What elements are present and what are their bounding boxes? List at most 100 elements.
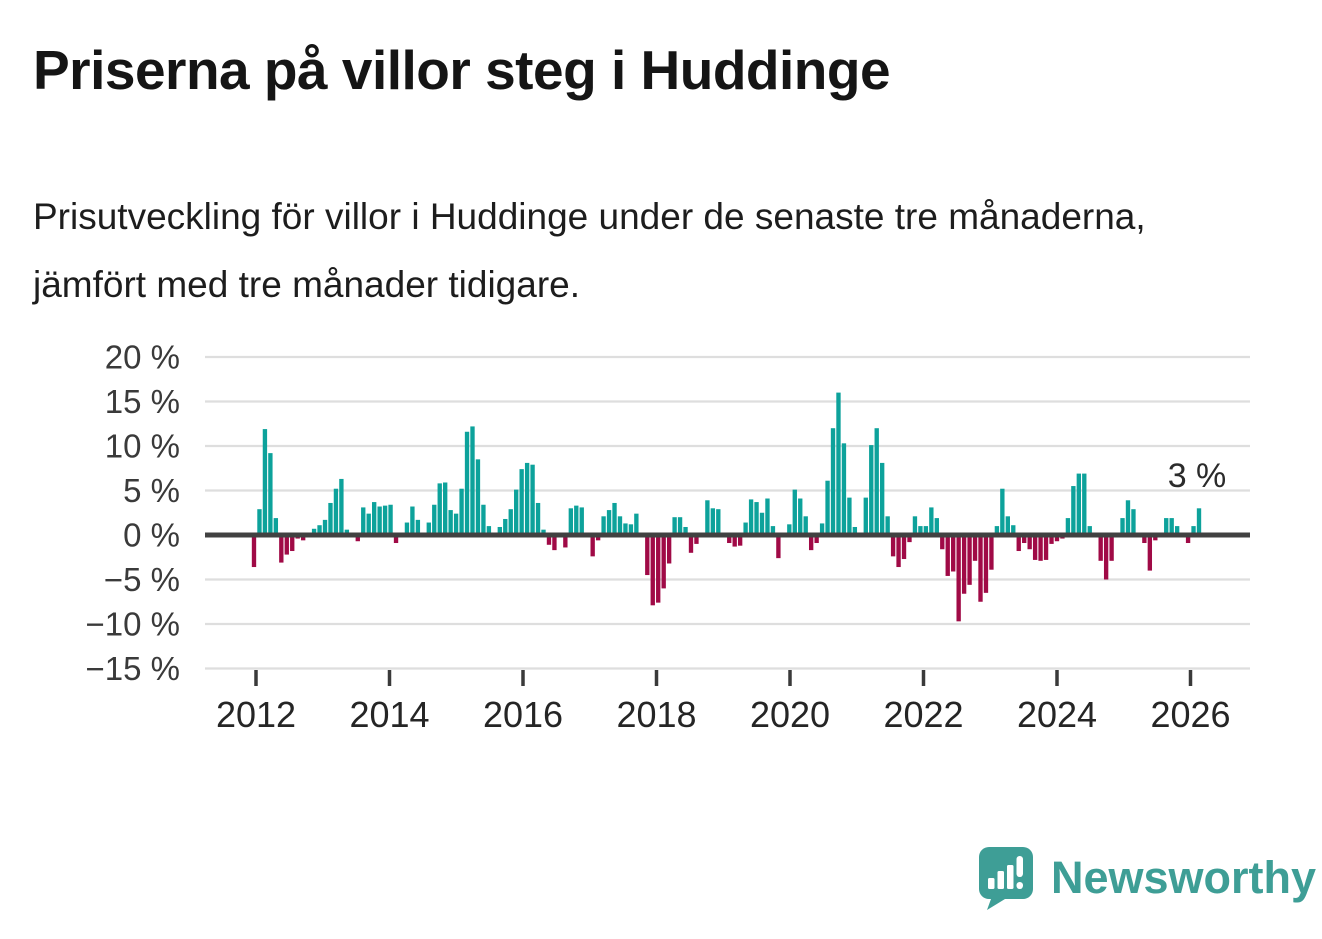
last-value-annotation: 3 % — [1168, 457, 1227, 495]
y-tick-label: 10 % — [105, 428, 180, 465]
bar — [961, 535, 967, 594]
bar — [251, 535, 257, 568]
bar — [951, 535, 956, 572]
bar — [443, 482, 448, 535]
bars-layer — [251, 392, 1202, 622]
bar — [628, 524, 634, 535]
bar — [1043, 535, 1049, 560]
bar — [972, 535, 978, 561]
bar — [1191, 526, 1196, 535]
bar — [410, 506, 415, 535]
bar — [765, 498, 770, 535]
bar — [453, 513, 459, 535]
y-tick-label: −15 % — [86, 650, 181, 687]
brand-name: Newsworthy — [1051, 852, 1317, 903]
y-tick-label: 15 % — [105, 383, 180, 420]
bar — [317, 525, 322, 535]
bar — [1082, 473, 1087, 535]
bar — [743, 522, 748, 535]
speech-bubble-shape — [979, 847, 1033, 910]
bar — [290, 535, 295, 552]
bar — [994, 526, 1000, 535]
bar — [814, 535, 819, 544]
y-tick-label: 0 % — [123, 517, 180, 554]
y-tick-label: −5 % — [104, 561, 180, 598]
bar — [1054, 535, 1060, 542]
bar — [819, 523, 825, 535]
bar — [344, 529, 350, 535]
bar — [1071, 486, 1076, 535]
bar — [1174, 526, 1180, 535]
bar — [273, 518, 279, 535]
bar — [645, 535, 650, 576]
bar — [382, 505, 388, 535]
bar — [666, 535, 672, 564]
bar — [650, 535, 655, 606]
bar — [508, 509, 513, 535]
bar — [503, 518, 508, 535]
bar — [1147, 535, 1153, 571]
bar — [912, 516, 918, 535]
bar — [803, 516, 808, 535]
bar — [579, 507, 584, 535]
logo-bar-1 — [988, 878, 995, 889]
x-tick-label: 2026 — [1150, 694, 1230, 735]
bar — [1125, 500, 1131, 535]
bar — [404, 522, 410, 535]
bar — [339, 478, 344, 535]
bar — [535, 502, 541, 535]
bar — [792, 489, 797, 535]
bar — [787, 524, 792, 535]
brand-footer: Newsworthy — [975, 843, 1316, 913]
bar — [546, 535, 552, 545]
bar — [907, 535, 912, 543]
bar — [333, 488, 339, 535]
bar — [1109, 535, 1114, 561]
bar — [459, 488, 464, 535]
bar — [595, 535, 601, 541]
bar — [880, 462, 885, 535]
bar — [448, 510, 453, 535]
bar — [279, 535, 284, 563]
bar — [863, 497, 868, 535]
bar — [464, 431, 470, 535]
bar — [836, 392, 841, 535]
bar — [923, 526, 929, 535]
page-title: Priserna på villor steg i Huddinge — [33, 39, 891, 101]
bar — [366, 513, 371, 535]
bar — [1022, 535, 1027, 544]
bar — [885, 516, 890, 535]
bar — [524, 462, 530, 535]
bar — [437, 483, 442, 535]
bar — [776, 535, 781, 559]
bar — [705, 500, 710, 535]
bar — [514, 489, 519, 535]
bar — [1164, 518, 1169, 535]
bar — [612, 502, 617, 535]
bar — [710, 508, 716, 535]
bar — [737, 535, 743, 546]
bar — [355, 535, 360, 542]
bar — [727, 535, 732, 544]
bar — [694, 535, 699, 544]
x-tick-label: 2016 — [483, 694, 563, 735]
bar — [481, 504, 486, 535]
bar — [759, 512, 765, 535]
bar — [475, 459, 481, 535]
bar — [945, 535, 950, 576]
bar — [519, 469, 524, 535]
bar — [574, 505, 579, 535]
bar — [377, 506, 382, 535]
bar — [661, 535, 666, 589]
bar — [656, 535, 661, 603]
bar — [841, 443, 847, 535]
x-tick-label: 2014 — [349, 694, 429, 735]
bar — [393, 535, 399, 544]
bar — [1131, 509, 1136, 535]
bar — [486, 526, 492, 535]
bar — [1065, 518, 1071, 535]
bar — [634, 513, 639, 535]
bar — [940, 535, 945, 550]
price-development-chart: 20 % 15 % 10 % 5 % 0 % −5 % −10 % −15 % 2012 2014… — [0, 330, 1322, 780]
